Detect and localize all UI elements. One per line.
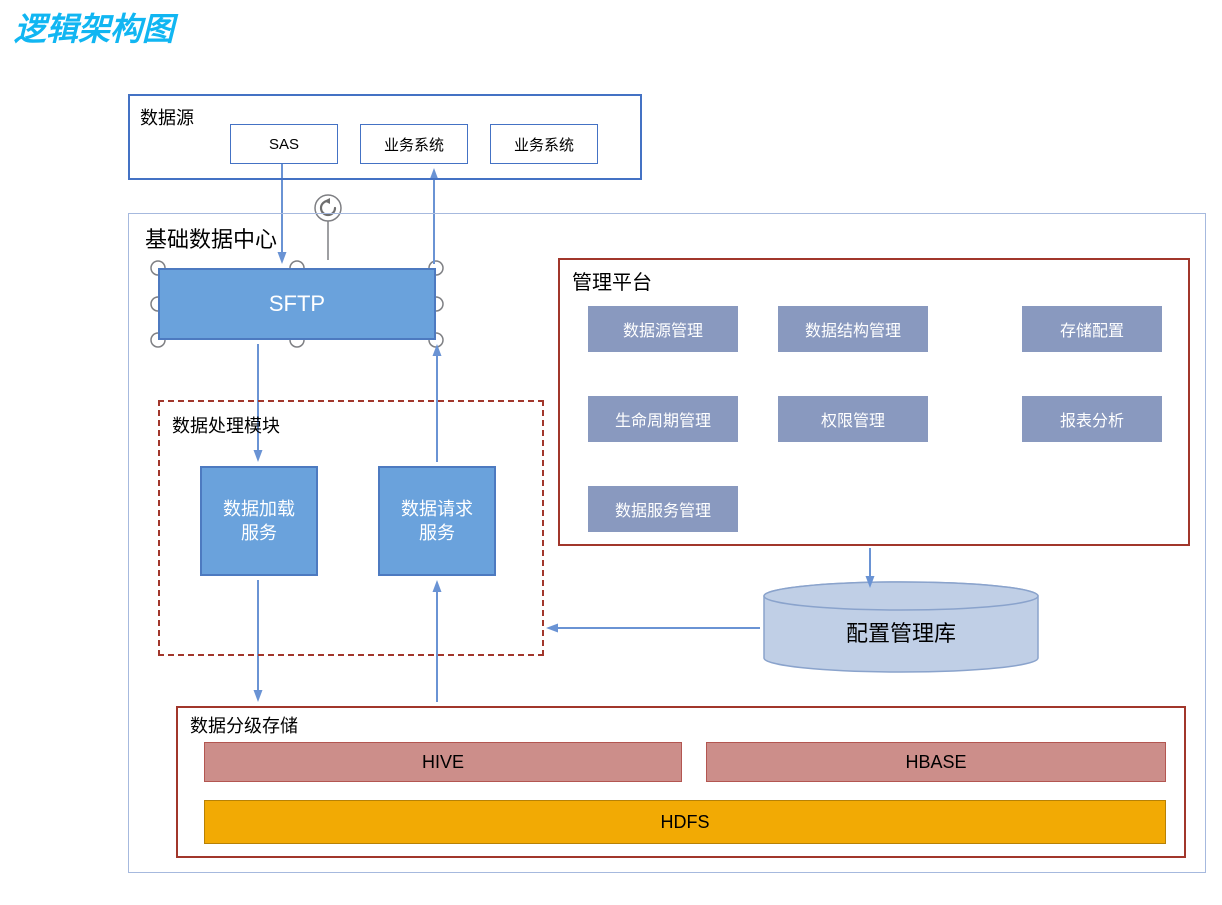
management-item-3: 生命周期管理	[588, 396, 738, 442]
processing-label: 数据处理模块	[172, 412, 280, 438]
storage-hdfs: HDFS	[204, 800, 1166, 844]
processing-item-1: 数据请求服务	[378, 466, 496, 576]
management-item-4: 权限管理	[778, 396, 928, 442]
data-center-label: 基础数据中心	[145, 222, 277, 254]
data-source-label: 数据源	[140, 104, 194, 130]
diagram-stage: 逻辑架构图 配置管理库 数据源SAS业务系统业务系统基础数据中心SFTP数据处理…	[0, 0, 1222, 905]
management-item-2: 存储配置	[1022, 306, 1162, 352]
management-item-1: 数据结构管理	[778, 306, 928, 352]
management-label: 管理平台	[572, 266, 652, 295]
management-item-5: 报表分析	[1022, 396, 1162, 442]
storage-hive: HIVE	[204, 742, 682, 782]
data-source-item-1: 业务系统	[360, 124, 468, 164]
data-source-item-label: SAS	[231, 125, 337, 163]
storage-hbase: HBASE	[706, 742, 1166, 782]
data-source-item-0: SAS	[230, 124, 338, 164]
management-item-6: 数据服务管理	[588, 486, 738, 532]
data-source-item-2: 业务系统	[490, 124, 598, 164]
processing-item-0: 数据加载服务	[200, 466, 318, 576]
data-source-item-label: 业务系统	[361, 125, 467, 163]
management-item-0: 数据源管理	[588, 306, 738, 352]
sftp-box[interactable]: SFTP	[158, 268, 436, 340]
data-source-item-label: 业务系统	[491, 125, 597, 163]
storage-label: 数据分级存储	[190, 712, 298, 738]
